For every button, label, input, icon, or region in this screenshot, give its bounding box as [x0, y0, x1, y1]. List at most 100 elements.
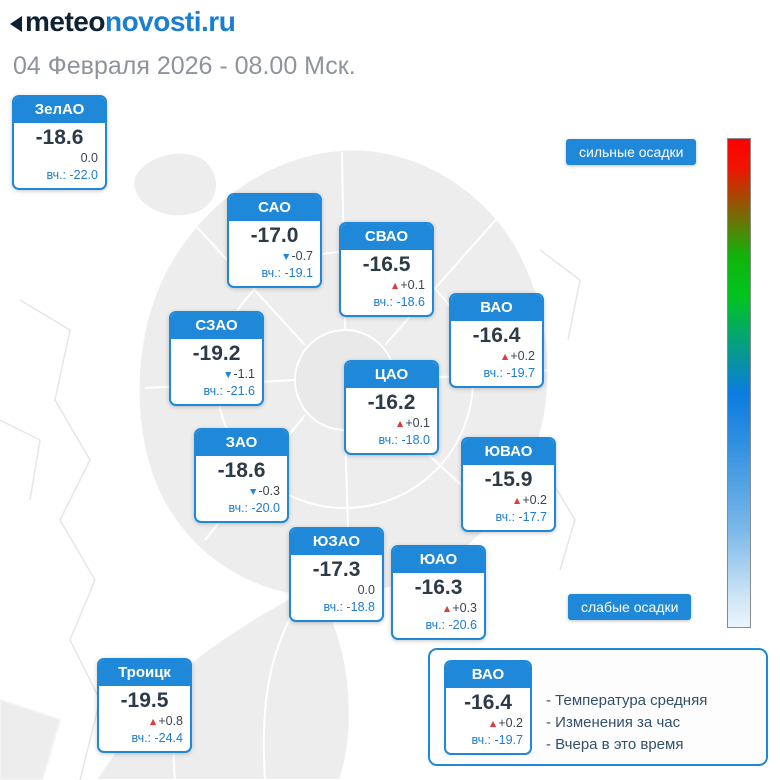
district-card-yuvao[interactable]: ЮВАО -15.9 ▲+0.2 вч.: -17.7 — [461, 437, 556, 532]
temperature-value: -19.2 — [192, 342, 241, 365]
hour-change: ▲+0.2 — [458, 348, 535, 365]
change-value: 0.0 — [80, 151, 98, 165]
district-name: ЗАО — [196, 430, 287, 456]
district-name: СВАО — [341, 224, 432, 250]
hour-change: ▲+0.8 — [106, 713, 183, 730]
hour-change: ▲+0.3 — [400, 600, 477, 617]
card-body: -17.3 0.0 вч.: -18.8 — [291, 555, 382, 620]
logo-text-regular: novosti.ru — [104, 6, 236, 37]
trend-up-icon: ▲ — [394, 418, 406, 430]
change-value: +0.1 — [400, 278, 425, 292]
trend-down-icon: ▼ — [281, 251, 292, 263]
temperature-value: -15.9 — [484, 468, 533, 491]
yesterday-value: вч.: -20.6 — [425, 618, 477, 632]
temperature-value: -17.3 — [312, 558, 361, 581]
temperature-value: -19.5 — [120, 689, 169, 712]
card-body: -16.2 ▲+0.1 вч.: -18.0 — [346, 388, 437, 453]
yesterday-value: вч.: -19.7 — [471, 733, 523, 747]
trend-up-icon: ▲ — [147, 716, 159, 728]
district-card-yuzao[interactable]: ЮЗАО -17.3 0.0 вч.: -18.8 — [289, 527, 384, 622]
yesterday-value: вч.: -21.6 — [203, 384, 255, 398]
change-value: 0.0 — [357, 583, 375, 597]
change-value: -0.3 — [258, 484, 280, 498]
district-card-troitsk[interactable]: Троицк -19.5 ▲+0.8 вч.: -24.4 — [97, 658, 192, 753]
legend-line-yesterday: - Вчера в это время — [546, 736, 684, 753]
site-logo[interactable]: meteo novosti.ru — [10, 6, 236, 38]
logo-text-bold: meteo — [25, 6, 105, 37]
temperature-value: -16.4 — [472, 324, 521, 347]
district-name: ЮЗАО — [291, 529, 382, 555]
card-body: -16.3 ▲+0.3 вч.: -20.6 — [393, 573, 484, 638]
district-name: СЗАО — [171, 313, 262, 339]
change-value: -1.1 — [233, 367, 255, 381]
precipitation-scale — [727, 138, 751, 628]
change-value: +0.2 — [522, 493, 547, 507]
yesterday-value: вч.: -19.1 — [261, 266, 313, 280]
card-body: -18.6 0.0 вч.: -22.0 — [14, 123, 105, 188]
trend-up-icon: ▲ — [499, 351, 511, 363]
hour-change: ▼-1.1 — [178, 366, 255, 383]
change-value: +0.2 — [510, 349, 535, 363]
yesterday-value: вч.: -24.4 — [131, 731, 183, 745]
weak-precip-label: слабые осадки — [568, 594, 692, 620]
datetime-label: 04 Февраля 2026 - 08.00 Мск. — [13, 52, 356, 80]
yesterday-value: вч.: -19.7 — [483, 366, 535, 380]
trend-up-icon: ▲ — [441, 603, 453, 615]
legend-line-change: - Изменения за час — [546, 714, 681, 731]
temperature-value: -16.2 — [367, 391, 416, 414]
card-body: -18.6 ▼-0.3 вч.: -20.0 — [196, 456, 287, 521]
district-card-cao[interactable]: ЦАО -16.2 ▲+0.1 вч.: -18.0 — [344, 360, 439, 455]
district-name: ЗелАО — [14, 97, 105, 123]
district-card-yuao[interactable]: ЮАО -16.3 ▲+0.3 вч.: -20.6 — [391, 545, 486, 640]
trend-down-icon: ▼ — [223, 369, 234, 381]
hour-change: ▲+0.2 — [453, 715, 523, 732]
trend-down-icon: ▼ — [248, 486, 259, 498]
card-body: -19.5 ▲+0.8 вч.: -24.4 — [99, 686, 190, 751]
logo-icon — [10, 15, 22, 32]
district-name: Троицк — [99, 660, 190, 686]
hour-change: 0.0 — [21, 150, 98, 167]
strong-precip-label: сильные осадки — [566, 139, 697, 165]
district-name: ЮВАО — [463, 439, 554, 465]
change-value: +0.2 — [498, 716, 523, 730]
district-card-zelao[interactable]: ЗелАО -18.6 0.0 вч.: -22.0 — [12, 95, 107, 190]
change-value: +0.8 — [158, 714, 183, 728]
district-card-vao[interactable]: ВАО -16.4 ▲+0.2 вч.: -19.7 — [449, 293, 544, 388]
temperature-value: -16.3 — [414, 576, 463, 599]
legend-sample-card: ВАО -16.4 ▲+0.2 вч.: -19.7 — [444, 660, 532, 755]
hour-change: ▲+0.1 — [348, 277, 425, 294]
district-name: ВАО — [446, 662, 530, 688]
yesterday-value: вч.: -22.0 — [46, 168, 98, 182]
card-body: -15.9 ▲+0.2 вч.: -17.7 — [463, 465, 554, 530]
district-name: ВАО — [451, 295, 542, 321]
district-card-svao[interactable]: СВАО -16.5 ▲+0.1 вч.: -18.6 — [339, 222, 434, 317]
district-card-szao[interactable]: СЗАО -19.2 ▼-1.1 вч.: -21.6 — [169, 311, 264, 406]
card-body: -17.0 ▼-0.7 вч.: -19.1 — [229, 221, 320, 286]
yesterday-value: вч.: -18.6 — [373, 295, 425, 309]
district-card-sao[interactable]: САО -17.0 ▼-0.7 вч.: -19.1 — [227, 193, 322, 288]
card-body: -19.2 ▼-1.1 вч.: -21.6 — [171, 339, 262, 404]
yesterday-value: вч.: -20.0 — [228, 501, 280, 515]
trend-up-icon: ▲ — [511, 495, 523, 507]
trend-up-icon: ▲ — [487, 718, 499, 730]
change-value: -0.7 — [291, 249, 313, 263]
temperature-value: -18.6 — [35, 126, 84, 149]
hour-change: ▲+0.2 — [470, 492, 547, 509]
hour-change: ▼-0.3 — [203, 483, 280, 500]
temperature-value: -16.4 — [464, 691, 512, 714]
card-body: -16.4 ▲+0.2 вч.: -19.7 — [446, 688, 530, 753]
change-value: +0.1 — [405, 416, 430, 430]
change-value: +0.3 — [452, 601, 477, 615]
yesterday-value: вч.: -18.0 — [378, 433, 430, 447]
district-name: САО — [229, 195, 320, 221]
yesterday-value: вч.: -18.8 — [323, 600, 375, 614]
district-name: ЦАО — [346, 362, 437, 388]
legend-line-temperature: - Температура средняя — [546, 692, 708, 709]
hour-change: ▼-0.7 — [236, 248, 313, 265]
legend-descriptions: - Температура средняя - Изменения за час… — [546, 690, 707, 756]
district-name: ЮАО — [393, 547, 484, 573]
district-card-zao[interactable]: ЗАО -18.6 ▼-0.3 вч.: -20.0 — [194, 428, 289, 523]
temperature-value: -16.5 — [362, 253, 411, 276]
hour-change: 0.0 — [298, 582, 375, 599]
